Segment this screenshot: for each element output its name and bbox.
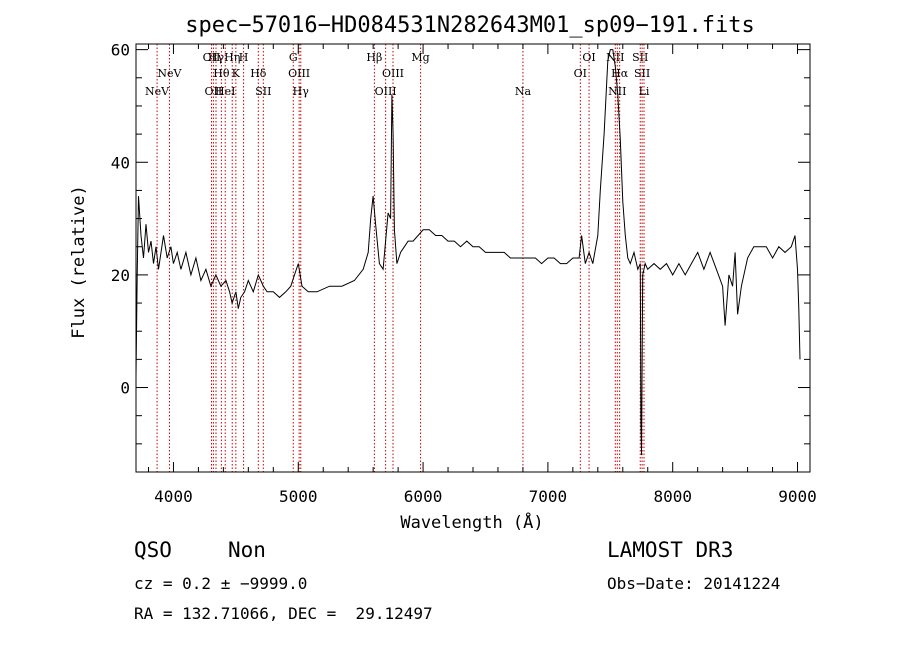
spectral-line-label-6: HeI	[215, 85, 235, 98]
x-tick-label-9000: 9000	[778, 487, 817, 506]
spectral-line-label-25: SII	[632, 51, 648, 64]
y-tick-label-0: 0	[120, 379, 130, 398]
spectral-line-label-3: OII	[205, 85, 223, 98]
spectral-line-labels: NeVNeVOIIOIIHγHθHeIHηKHHδSIIGOIIIHγHβOII…	[145, 51, 650, 98]
spectral-line-label-11: SII	[255, 85, 271, 98]
spectral-line-label-16: OIII	[375, 85, 397, 98]
y-axis-label: Flux (relative)	[69, 185, 89, 339]
spectral-line-label-17: OIII	[382, 67, 404, 80]
spectral-line-label-20: OI	[574, 67, 587, 80]
coordinates-line: RA = 132.71066, DEC = 29.12497	[134, 604, 433, 623]
x-axis-ticks: 4000 5000 6000 7000 8000 9000	[147, 44, 817, 506]
spectral-line-label-15: Hβ	[366, 51, 382, 64]
spectral-line-label-24: Hα	[611, 67, 629, 80]
spectral-line-label-7: Hη	[224, 51, 240, 64]
chart-title: spec−57016−HD084531N282643M01_sp09−191.f…	[185, 13, 755, 38]
x-tick-label-6000: 6000	[404, 487, 443, 506]
spectrum-series-line	[135, 49, 801, 456]
spectral-line-label-19: Na	[515, 85, 532, 98]
spectral-line-label-27: Li	[639, 85, 650, 98]
y-tick-label-60: 60	[111, 41, 130, 60]
y-tick-label-40: 40	[111, 153, 130, 172]
spectral-line-label-5: Hθ	[213, 67, 230, 80]
x-tick-label-7000: 7000	[529, 487, 568, 506]
spectral-line-label-12: G	[289, 51, 298, 64]
survey-name: LAMOST DR3	[607, 538, 734, 562]
plot-frame	[135, 43, 811, 473]
spectral-line-label-9: H	[239, 51, 249, 64]
x-axis-label: Wavelength (Å)	[400, 511, 543, 533]
x-tick-label-4000: 4000	[154, 487, 193, 506]
redshift-line: cz = 0.2 ± −9999.0	[134, 574, 308, 593]
observation-date: Obs−Date: 20141224	[607, 574, 781, 593]
spectral-line-label-18: Mg	[411, 51, 429, 64]
spectral-line-label-1: NeV	[157, 67, 182, 80]
spectral-line-label-2: OII	[203, 51, 221, 64]
object-subclass: Non	[228, 538, 266, 562]
x-tick-label-5000: 5000	[279, 487, 318, 506]
spectral-line-markers	[156, 44, 645, 472]
spectral-line-label-22: NII	[606, 51, 624, 64]
y-axis-ticks: 0 20 40 60	[111, 41, 810, 445]
spectral-line-label-14: Hγ	[293, 85, 310, 98]
x-tick-label-8000: 8000	[653, 487, 692, 506]
object-class: QSO	[134, 538, 172, 562]
spectral-line-label-13: OIII	[288, 67, 310, 80]
spectral-line-label-4: Hγ	[208, 51, 225, 64]
spectral-line-label-21: OI	[582, 51, 595, 64]
y-tick-label-20: 20	[111, 266, 130, 285]
spectral-line-label-26: SII	[634, 67, 650, 80]
spectral-line-label-0: NeV	[145, 85, 170, 98]
spectral-line-label-8: K	[232, 67, 241, 80]
spectral-line-label-10: Hδ	[250, 67, 267, 80]
